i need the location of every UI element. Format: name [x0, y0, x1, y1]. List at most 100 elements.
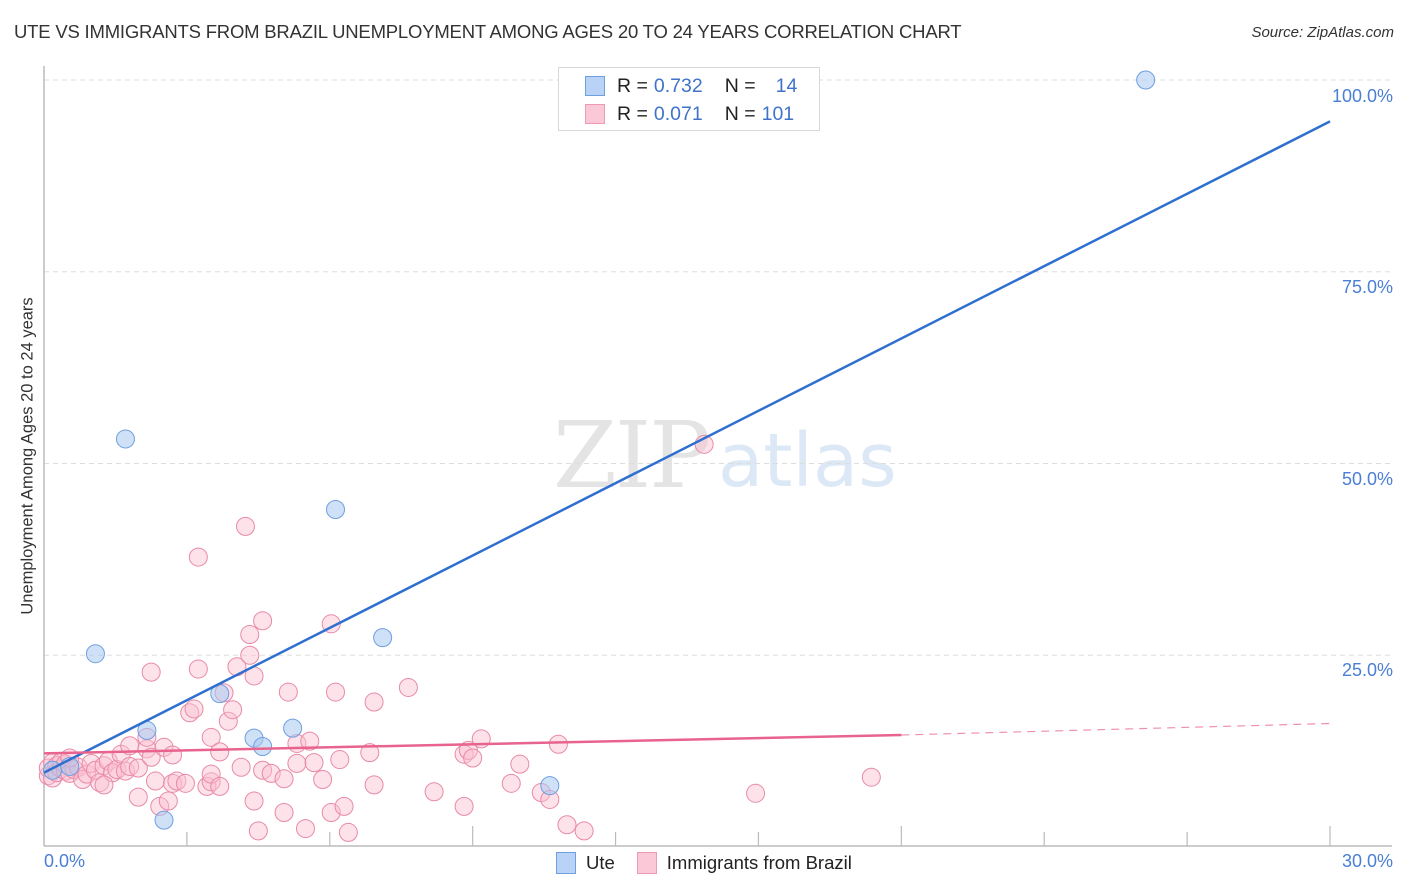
brazil-point: [295, 819, 315, 839]
brazil-point: [218, 711, 238, 731]
r-label: R =: [617, 74, 648, 97]
n-label: N =: [724, 74, 756, 97]
brazil-point: [163, 745, 183, 765]
legend-row-brazil: R = 0.071 N = 101: [585, 102, 794, 126]
ute-swatch: [556, 852, 576, 874]
chart-title: UTE VS IMMIGRANTS FROM BRAZIL UNEMPLOYME…: [14, 21, 962, 42]
brazil-point: [287, 753, 307, 773]
brazil-point: [261, 763, 281, 783]
brazil-point: [274, 769, 294, 789]
brazil-point: [330, 750, 350, 770]
r-value: 0.732: [653, 74, 703, 97]
brazil-point: [244, 791, 264, 811]
brazil-point: [201, 727, 221, 747]
brazil-point: [548, 734, 568, 754]
brazil-point: [128, 787, 148, 807]
brazil-point: [210, 742, 230, 762]
brazil-point: [313, 770, 333, 790]
stats-legend: R = 0.732 N = 14 R = 0.071 N = 101: [558, 67, 820, 131]
brazil-point: [510, 754, 530, 774]
brazil-point: [278, 682, 298, 702]
brazil-point: [188, 547, 208, 567]
legend-label-brazil: Immigrants from Brazil: [666, 852, 852, 873]
brazil-point: [574, 821, 594, 841]
ute-trend-line: [43, 120, 1331, 774]
source-label: Source: ZipAtlas.com: [1251, 24, 1394, 41]
legend-item-ute[interactable]: Ute: [556, 852, 615, 874]
legend-item-brazil[interactable]: Immigrants from Brazil: [636, 852, 852, 874]
x-tick-30: 30.0%: [1341, 851, 1393, 871]
brazil-point: [223, 700, 243, 720]
brazil-point: [141, 662, 161, 682]
brazil-point: [463, 748, 483, 768]
ute-point: [253, 737, 273, 757]
brazil-point: [334, 796, 354, 816]
ute-points: [43, 70, 1156, 830]
brazil-point: [398, 677, 418, 697]
n-value: 101: [761, 102, 795, 125]
y-tick-50: 50.0%: [1341, 469, 1393, 489]
y-tick-100: 100.0%: [1331, 86, 1393, 106]
brazil-point: [300, 731, 320, 751]
series-legend: Ute Immigrants from Brazil: [556, 852, 874, 874]
brazil-point: [240, 645, 260, 665]
brazil-points: [38, 434, 881, 842]
ute-swatch: [585, 76, 605, 96]
brazil-point: [141, 747, 161, 767]
brazil-point: [94, 775, 114, 795]
x-tick-0: 0.0%: [44, 851, 86, 871]
ute-point: [373, 628, 393, 648]
brazil-point: [235, 516, 255, 536]
watermark-zip: ZIP: [553, 402, 711, 509]
ute-point: [85, 644, 105, 664]
brazil-point: [128, 758, 148, 778]
brazil-point: [175, 773, 195, 793]
trend-lines: [43, 120, 1331, 774]
brazil-point: [158, 791, 178, 811]
brazil-point: [253, 611, 273, 631]
axes: [43, 66, 1392, 847]
brazil-swatch: [636, 852, 657, 874]
ute-point: [154, 810, 174, 830]
brazil-point: [85, 760, 105, 780]
brazil-point: [210, 776, 230, 796]
brazil-point: [231, 757, 251, 777]
n-value: 14: [775, 74, 798, 97]
brazil-point: [861, 767, 881, 787]
brazil-point: [557, 815, 577, 835]
brazil-point: [424, 782, 444, 802]
brazil-point: [201, 772, 221, 792]
brazil-point: [248, 821, 268, 841]
legend-label-ute: Ute: [586, 852, 615, 873]
brazil-swatch: [585, 104, 605, 124]
ute-point: [115, 429, 135, 449]
y-tick-75: 75.0%: [1341, 277, 1393, 297]
y-tick-25: 25.0%: [1341, 660, 1393, 680]
legend-row-ute: R = 0.732 N = 14: [585, 74, 797, 98]
brazil-point: [364, 775, 384, 795]
brazil-point: [274, 802, 294, 822]
brazil-point: [364, 692, 384, 712]
ute-point: [540, 776, 560, 796]
brazil-trend-line: [43, 733, 902, 755]
brazil-trend-extension: [901, 722, 1331, 736]
watermark-atlas: atlas: [718, 418, 897, 504]
brazil-point: [304, 753, 324, 773]
brazil-point: [746, 783, 766, 803]
brazil-point: [360, 743, 380, 763]
brazil-point: [454, 796, 474, 816]
y-axis-label: Unemployment Among Ages 20 to 24 years: [18, 297, 37, 615]
r-value: 0.071: [653, 102, 703, 125]
brazil-point: [240, 625, 260, 645]
gridlines: [44, 79, 1392, 656]
ute-point: [325, 500, 345, 520]
brazil-point: [501, 773, 521, 793]
brazil-point: [338, 822, 358, 842]
r-label: R =: [617, 102, 648, 125]
brazil-point: [188, 659, 208, 679]
brazil-point: [325, 682, 345, 702]
brazil-point: [184, 699, 204, 719]
ute-point: [283, 718, 303, 738]
brazil-point: [145, 771, 165, 791]
